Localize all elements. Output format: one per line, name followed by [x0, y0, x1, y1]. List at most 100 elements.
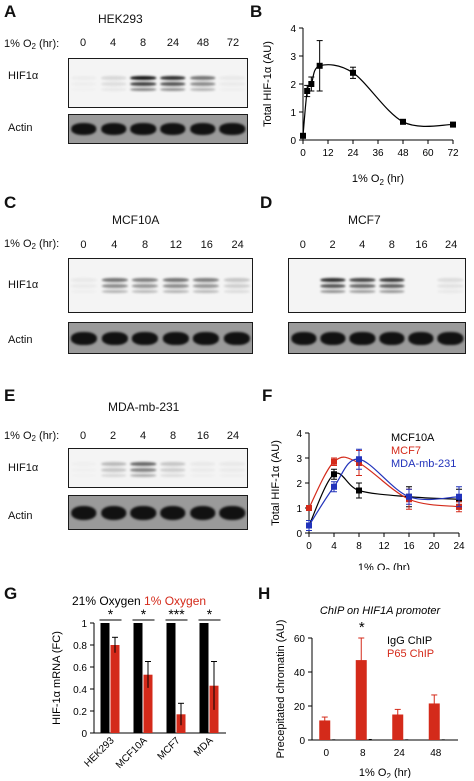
actin-band [71, 123, 97, 136]
actin-band [189, 123, 216, 136]
hif-band [320, 283, 346, 288]
actin-band [71, 505, 97, 520]
significance-marker: * [207, 606, 213, 622]
hif-band [160, 468, 186, 473]
y-tick-label: 1 [296, 504, 302, 515]
panel-a-condition-label: 1% O2 (hr): [4, 38, 60, 51]
lane-label: 0 [299, 239, 306, 251]
data-point [306, 522, 312, 529]
lane-label: 4 [139, 430, 147, 442]
lane-label: 4 [109, 37, 117, 49]
lane-label: 0 [79, 37, 87, 49]
significance-marker: * [108, 606, 114, 622]
data-point [406, 493, 412, 500]
hif-band [71, 76, 97, 80]
lane-label: 12 [169, 239, 183, 251]
hif-band [130, 468, 156, 473]
panel-e-actin-blot [68, 495, 248, 530]
data-point [304, 88, 311, 94]
legend-entry: MCF7 [391, 445, 421, 457]
hif-band [132, 277, 159, 282]
hif-band [219, 81, 245, 86]
actin-band [101, 332, 128, 345]
hif-band [130, 81, 156, 86]
actin-band [349, 332, 375, 345]
actin-band [408, 332, 434, 345]
x-tick-label: 8 [356, 541, 362, 552]
legend-entry: MCF10A [391, 432, 435, 444]
hif-band [101, 277, 128, 282]
hif-band [437, 289, 463, 293]
y-tick-label: 3 [290, 52, 296, 63]
x-tick-label: MDA [192, 735, 216, 759]
panel-e-actin-label: Actin [8, 510, 33, 522]
x-axis-title: 1% O2 (hr) [358, 562, 410, 570]
x-tick-label: 12 [378, 541, 390, 552]
hif-band [130, 87, 156, 91]
y-tick-label: 4 [290, 24, 296, 35]
hif-band [189, 75, 216, 80]
hif-band [223, 277, 250, 282]
panel-a-actin-blot [68, 114, 248, 144]
hif-band [132, 289, 159, 293]
bar [332, 739, 336, 741]
y-axis-title: Precepitated chromatin (AU) [275, 620, 287, 759]
x-tick-label: MCF7 [156, 735, 183, 762]
lane-label: 24 [231, 239, 244, 251]
bar [428, 703, 440, 740]
actin-band [162, 332, 189, 345]
panel-c-actin-label: Actin [8, 334, 33, 346]
panel-h-bar-chart: ChIP on HIF1A promoter 0 20 40 60 IgG ChIPP65… [275, 605, 458, 778]
lane-label: 16 [415, 239, 428, 251]
panel-letter-a: A [4, 2, 17, 21]
hif-band [349, 289, 375, 293]
y-tick-label: 0.2 [73, 707, 87, 718]
hif-band [379, 283, 405, 288]
actin-band [291, 332, 317, 345]
actin-band [132, 332, 159, 345]
hif-band [162, 283, 189, 288]
hif-band [71, 474, 97, 477]
bar [405, 739, 409, 741]
y-axis-title: Total HIF-1α (AU) [262, 41, 274, 127]
panel-c-condition-label: 1% O2 (hr): [4, 238, 60, 251]
bar [441, 739, 445, 741]
hif-band [320, 289, 346, 293]
hif-band [223, 283, 250, 288]
significance-marker: *** [168, 606, 185, 622]
y-tick-label: 0 [296, 529, 302, 540]
data-point [356, 487, 362, 494]
lane-label: 72 [226, 37, 240, 49]
y-tick-label: 0.8 [73, 641, 87, 652]
x-tick-label: 0 [306, 541, 312, 552]
hif-band [320, 277, 346, 282]
bar [199, 623, 209, 733]
panel-a-hif-label: HIF1α [8, 70, 39, 82]
bar [355, 660, 367, 740]
y-tick-label: 3 [296, 454, 302, 465]
panel-letter-b: B [250, 2, 263, 21]
panel-letter-h: H [258, 584, 271, 603]
x-tick-label: MCF10A [114, 735, 150, 771]
hif-band [379, 277, 405, 282]
y-tick-label: 40 [294, 668, 306, 679]
data-point [308, 81, 315, 87]
actin-band [160, 505, 186, 520]
data-point [300, 132, 306, 139]
hif-band [100, 75, 127, 80]
panel-c-hif-blot [68, 258, 253, 313]
lane-label: 16 [196, 430, 210, 442]
panel-e-hif-label: HIF1α [8, 462, 39, 474]
panel-a-title: HEK293 [98, 12, 143, 26]
hif-band [437, 283, 463, 288]
x-tick-label: 48 [430, 748, 442, 759]
hif-band [71, 462, 97, 466]
data-point [356, 456, 362, 463]
data-point [306, 505, 312, 511]
hif-band [100, 81, 127, 86]
actin-band [219, 123, 245, 136]
panel-letter-c: C [4, 193, 17, 212]
hif-band [71, 82, 97, 86]
